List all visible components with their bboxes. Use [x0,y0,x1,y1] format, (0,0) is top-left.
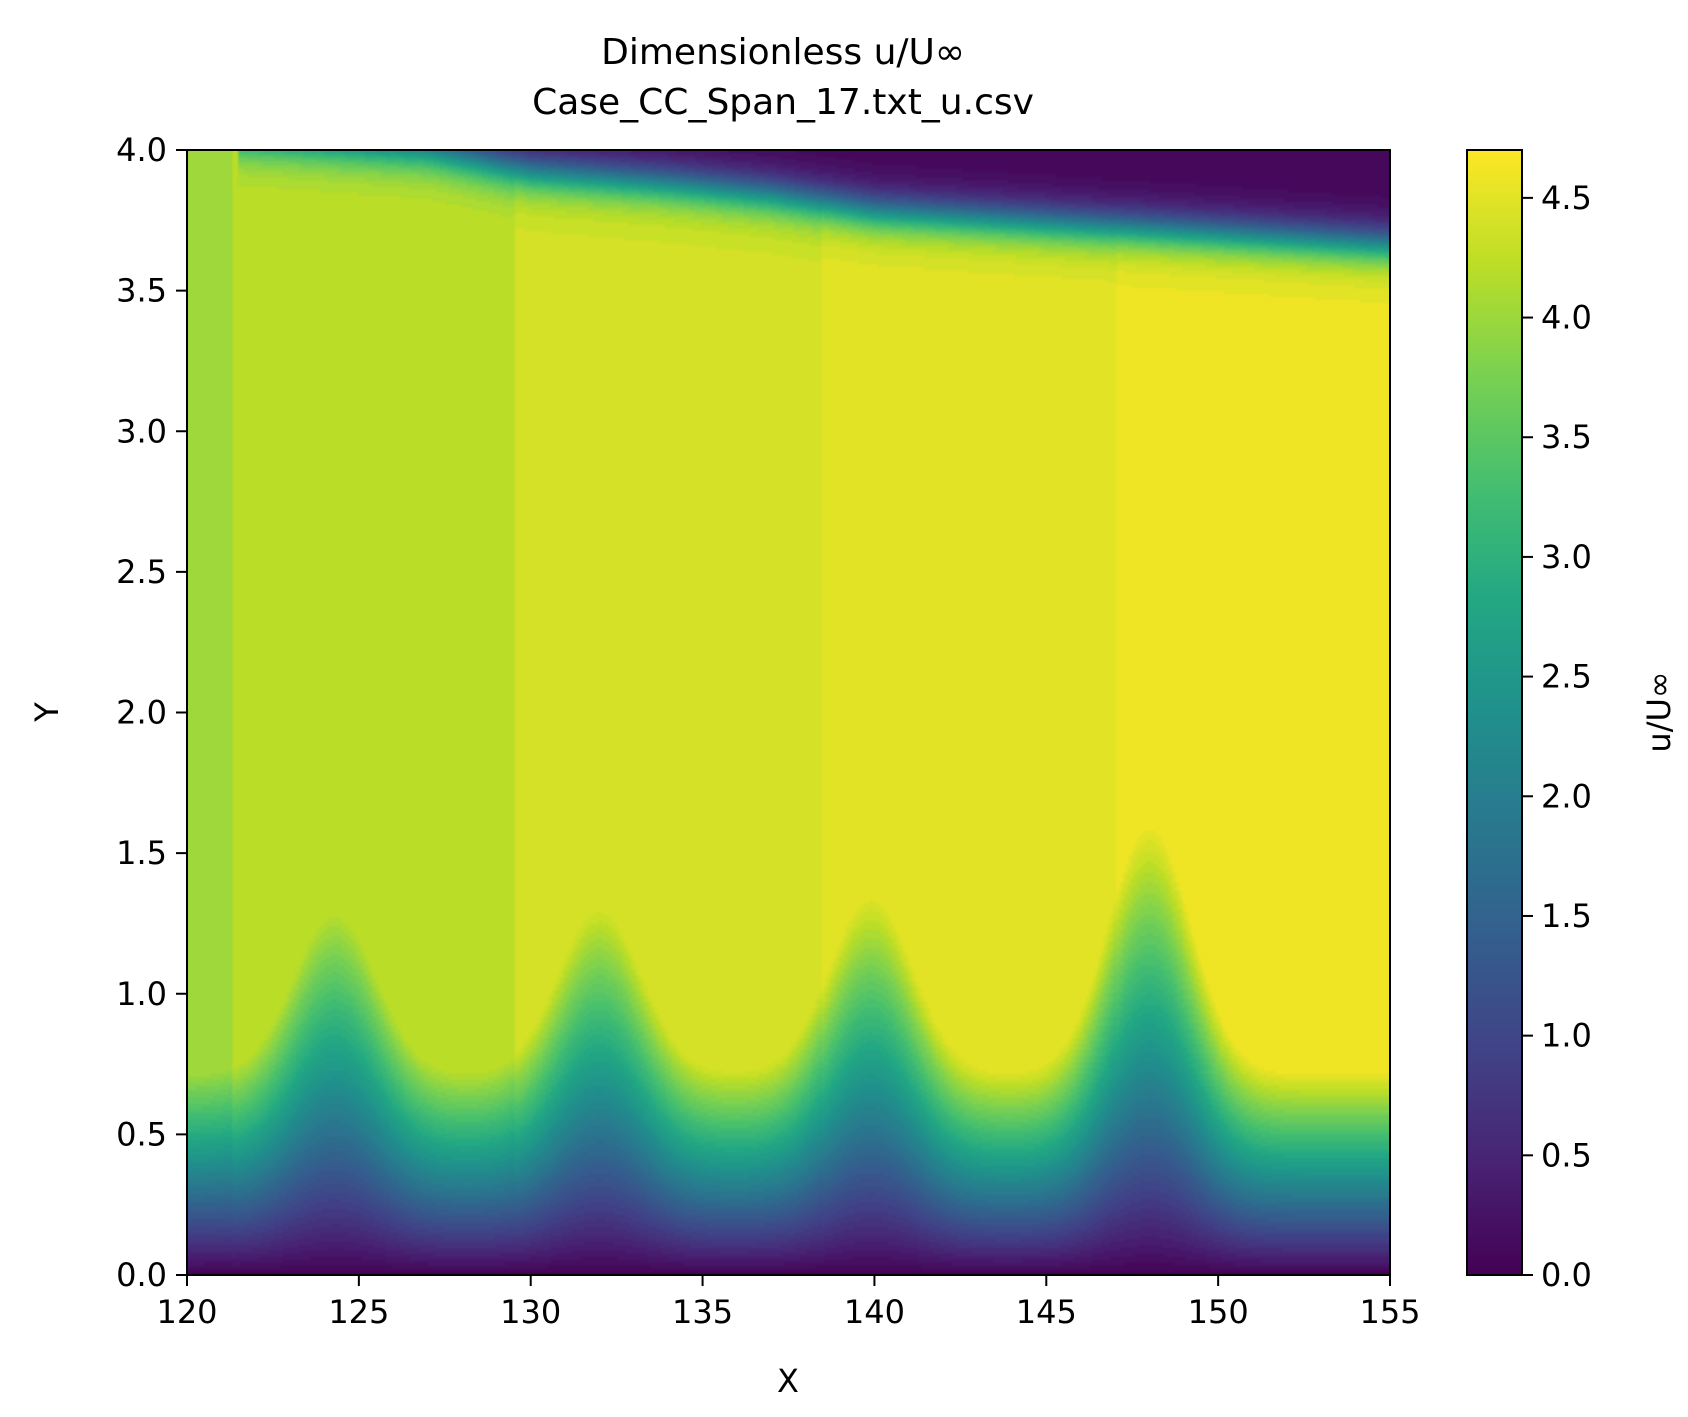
colorbar-label: u/U∞ [1640,671,1678,752]
x-tick-label: 145 [1016,1293,1077,1331]
chart-title-line1: Dimensionless u/U∞ [601,32,965,73]
colorbar-tick-label: 2.5 [1541,658,1592,696]
colorbar-frame [1466,149,1523,1276]
heatmap-field [187,150,1390,1275]
x-tick-label: 125 [328,1293,389,1331]
y-tick-label: 3.0 [116,412,167,450]
colorbar-ticks: 0.0 0.5 1.0 1.5 2.0 2.5 3.0 3.5 4.0 4.5 [1522,179,1592,1294]
x-tick-label: 135 [672,1293,733,1331]
colorbar-tick-label: 3.5 [1541,418,1592,456]
colorbar: 0.0 0.5 1.0 1.5 2.0 2.5 3.0 3.5 4.0 4.5 u/U∞ [1466,149,1678,1294]
colorbar-tick-label: 1.0 [1541,1017,1592,1055]
y-tick-label: 1.0 [116,975,167,1013]
x-tick-label: 140 [844,1293,905,1331]
colorbar-tick-label: 1.5 [1541,897,1592,935]
colorbar-tick-label: 3.0 [1541,538,1592,576]
colorbar-tick-label: 4.5 [1541,179,1592,217]
y-tick-label: 2.5 [116,553,167,591]
y-tick-label: 1.5 [116,834,167,872]
y-tick-label: 2.0 [116,694,167,732]
y-axis-ticks: 0.0 0.5 1.0 1.5 2.0 2.5 3.0 3.5 4.0 [116,131,187,1294]
chart-title-line2: Case_CC_Span_17.txt_u.csv [532,82,1034,123]
y-tick-label: 0.0 [116,1256,167,1294]
y-tick-label: 0.5 [116,1115,167,1153]
x-axis-label: X [777,1362,799,1400]
heatmap-image [187,150,1390,1275]
colorbar-tick-label: 2.0 [1541,777,1592,815]
x-axis-ticks: 120 125 130 135 140 145 150 155 [156,1275,1421,1331]
y-tick-label: 4.0 [116,131,167,169]
x-tick-label: 130 [500,1293,561,1331]
x-tick-label: 155 [1359,1293,1420,1331]
colorbar-gradient [1467,150,1522,1275]
colorbar-tick-label: 0.0 [1541,1256,1592,1294]
x-tick-label: 120 [156,1293,217,1331]
y-tick-label: 3.5 [116,272,167,310]
y-axis-label: Y [28,702,66,723]
x-tick-label: 150 [1188,1293,1249,1331]
colorbar-tick-label: 0.5 [1541,1136,1592,1174]
colorbar-tick-label: 4.0 [1541,299,1592,337]
